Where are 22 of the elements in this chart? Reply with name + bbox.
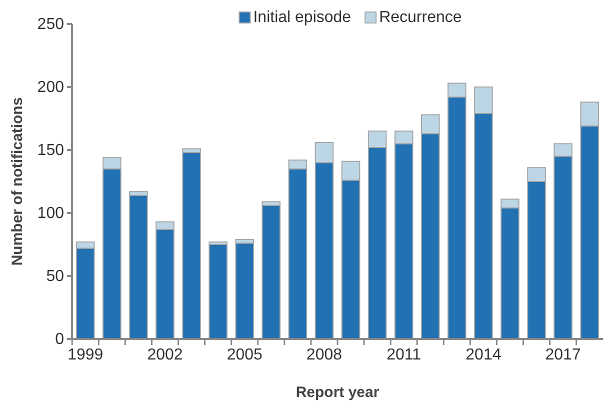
y-tick-label: 0	[55, 331, 64, 348]
x-tick-label: 2005	[226, 346, 263, 364]
x-tick-label: 2008	[306, 346, 342, 364]
y-tick-label: 200	[37, 79, 64, 96]
bar	[182, 152, 201, 340]
x-tick-label: 2011	[386, 346, 422, 364]
y-tick-label: 100	[37, 205, 64, 222]
legend-label: Recurrence	[379, 9, 462, 26]
bar	[262, 204, 281, 340]
legend-label: Initial episode	[253, 9, 352, 26]
x-tick-label: 2014	[466, 346, 502, 364]
bar	[208, 244, 228, 340]
y-tick-label: 150	[37, 142, 64, 160]
bar	[129, 194, 148, 340]
x-axis-title: Report year	[296, 384, 380, 401]
x-tick-label: 1999	[68, 346, 104, 364]
x-tick-label: 2017	[545, 346, 581, 364]
y-tick-label: 250	[37, 16, 64, 34]
bar	[235, 242, 254, 340]
x-tick-label: 2002	[147, 346, 183, 364]
y-tick-label: 50	[46, 268, 64, 286]
y-axis-title: Number of notifications	[9, 97, 26, 266]
